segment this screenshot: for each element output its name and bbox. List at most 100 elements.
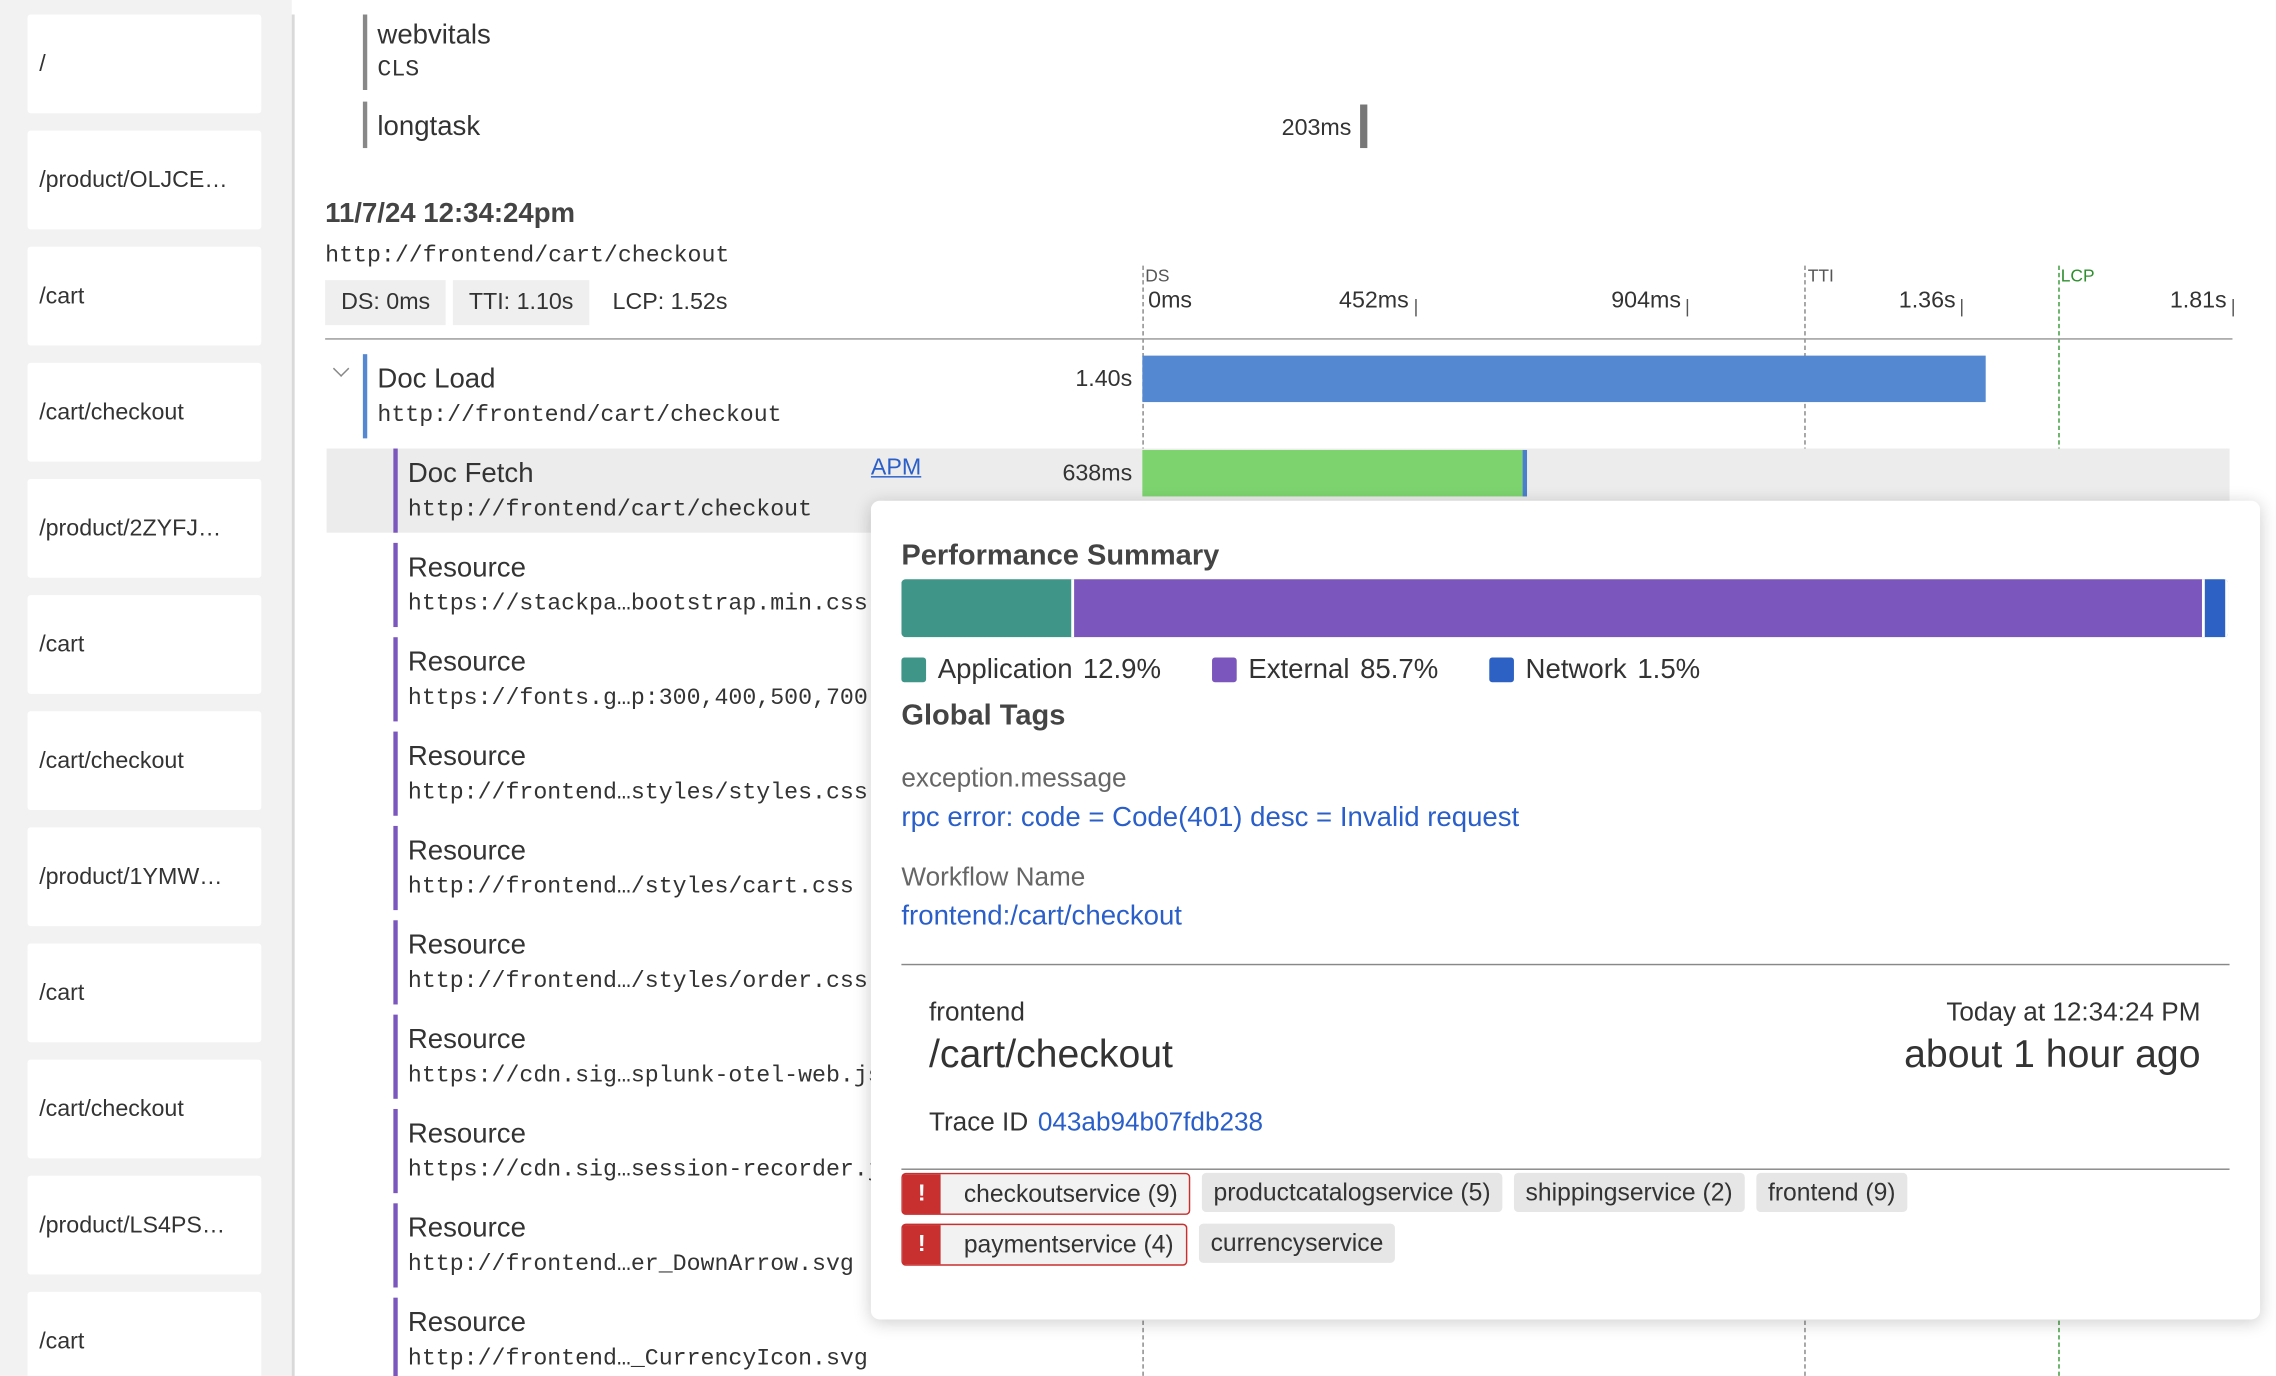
metric-chip: LCP: 1.52s: [612, 290, 728, 315]
session-label: /cart: [39, 284, 85, 310]
trace-id[interactable]: 043ab94b07fdb238: [1037, 1107, 1264, 1137]
service-chip[interactable]: currencyservice: [1198, 1223, 1395, 1263]
tags-title: Global Tags: [901, 699, 1066, 732]
divider: [901, 1168, 2230, 1170]
row-indent: [362, 354, 368, 439]
row-name: Resource: [407, 1119, 526, 1150]
service-name: shippingservice (2): [1525, 1177, 1733, 1206]
row-duration: 1.40s: [1075, 367, 1133, 392]
axis-tick: [1686, 299, 1689, 317]
session-label: /product/OLJCE…: [39, 168, 228, 194]
marker-label: LCP: [2060, 265, 2095, 286]
session-card[interactable]: /: [27, 14, 262, 114]
service-chip[interactable]: ! paymentservice (4): [901, 1223, 1187, 1266]
legend-percent: 1.5%: [1637, 654, 1701, 686]
row-indent: [393, 448, 398, 533]
divider: [901, 963, 2230, 966]
axis-tick: [1961, 299, 1963, 317]
axis-tick-label: 0ms: [1148, 288, 1193, 314]
legend-percent: 85.7%: [1360, 654, 1439, 686]
trace-id-label: Trace ID: [928, 1107, 1029, 1137]
breakdown-segment: [901, 579, 1075, 638]
session-card[interactable]: /cart: [27, 943, 262, 1043]
row-url: https://stackpa…bootstrap.min.css: [407, 590, 868, 617]
trace-service: frontend: [928, 997, 1025, 1027]
session-card[interactable]: /product/1YMW…: [27, 827, 262, 927]
session-card[interactable]: /cart: [27, 1291, 262, 1376]
row-url: https://cdn.sig…splunk-otel-web.js: [407, 1062, 882, 1089]
metric-chip: TTI: 1.10s: [452, 280, 590, 326]
session-card[interactable]: /product/OLJCE…: [27, 130, 262, 230]
event-duration: 203ms: [1281, 116, 1352, 141]
row-name: Resource: [407, 1307, 526, 1339]
session-card[interactable]: /cart/checkout: [27, 362, 262, 462]
breakdown-segment: [2205, 579, 2229, 638]
service-name: checkoutservice (9): [963, 1179, 1178, 1207]
event-sub: CLS: [377, 56, 420, 83]
event-indent: [362, 14, 368, 90]
axis-tick-label: 1.81s: [2169, 288, 2227, 314]
row-indent: [393, 1014, 398, 1099]
axis-tick-label: 452ms: [1339, 288, 1409, 314]
service-name: paymentservice (4): [963, 1230, 1174, 1258]
axis-tick-label: 1.36s: [1898, 288, 1956, 314]
axis-tick-label: 904ms: [1611, 288, 1681, 314]
row-url: https://cdn.sig…session-recorder.js: [407, 1156, 896, 1183]
error-icon: !: [902, 1225, 941, 1265]
session-label: /cart/checkout: [39, 1097, 184, 1123]
tag-key: Workflow Name: [901, 862, 1086, 892]
row-name: Resource: [407, 741, 526, 773]
row-indent: [393, 920, 398, 1005]
session-label: /product/LS4PS…: [39, 1213, 226, 1239]
legend-name: External: [1248, 654, 1350, 686]
session-card[interactable]: /cart: [27, 595, 262, 694]
service-chip[interactable]: frontend (9): [1756, 1172, 1908, 1213]
row-name: Resource: [407, 930, 526, 961]
session-card[interactable]: /product/2ZYFJ…: [27, 479, 262, 578]
axis-line: [325, 338, 2233, 340]
service-chip[interactable]: shippingservice (2): [1513, 1172, 1745, 1213]
legend-swatch: [901, 657, 927, 683]
service-chip[interactable]: ! checkoutservice (9): [901, 1172, 1191, 1215]
breakdown-bar: [901, 579, 2229, 638]
axis-tick: [2232, 299, 2234, 317]
row-duration: 638ms: [1062, 461, 1133, 487]
page-url: http://frontend/cart/checkout: [325, 242, 730, 269]
tag-value[interactable]: frontend:/cart/checkout: [901, 901, 1182, 932]
trace-ago: about 1 hour ago: [1904, 1032, 2201, 1076]
row-indent: [393, 542, 398, 628]
row-url: http://frontend/cart/checkout: [377, 402, 782, 429]
session-card[interactable]: /product/LS4PS…: [27, 1175, 262, 1275]
service-chip[interactable]: productcatalogservice (5): [1201, 1172, 1503, 1213]
row-bar: [1142, 449, 1527, 497]
row-indent: [393, 1297, 398, 1376]
row-indent: [393, 1108, 398, 1194]
row-indent: [393, 1203, 398, 1288]
row-name: Resource: [407, 1213, 526, 1244]
legend-swatch: [1489, 657, 1514, 683]
popup: Performance Summary Application 12.9% Exter…: [870, 500, 2261, 1320]
collapse-chevron[interactable]: [332, 360, 350, 377]
row-name: Resource: [407, 1024, 526, 1056]
tag-value: rpc error: code = Code(401) desc = Inval…: [901, 802, 1520, 834]
row-url: http://frontend…styles/styles.css: [407, 779, 868, 806]
session-label: /cart/checkout: [39, 748, 184, 774]
session-card[interactable]: /cart: [27, 246, 262, 346]
service-name: frontend (9): [1767, 1177, 1896, 1206]
row-name: Doc Load: [377, 364, 496, 395]
apm-link[interactable]: APM: [870, 455, 922, 481]
sidebar-divider: [291, 14, 295, 1376]
event-name: webvitals: [377, 20, 491, 51]
tag-key: exception.message: [901, 763, 1127, 793]
row-url: http://frontend…_CurrencyIcon.svg: [407, 1345, 868, 1372]
legend-name: Application: [937, 654, 1073, 686]
event-name: longtask: [377, 111, 481, 143]
session-card[interactable]: /cart/checkout: [27, 711, 262, 810]
session-card[interactable]: /cart/checkout: [27, 1059, 262, 1159]
row-indent: [393, 731, 398, 816]
legend-percent: 12.9%: [1082, 654, 1162, 686]
service-name: currencyservice: [1210, 1228, 1384, 1257]
metric-chip: DS: 0ms: [325, 280, 447, 326]
row-indent: [393, 825, 398, 911]
